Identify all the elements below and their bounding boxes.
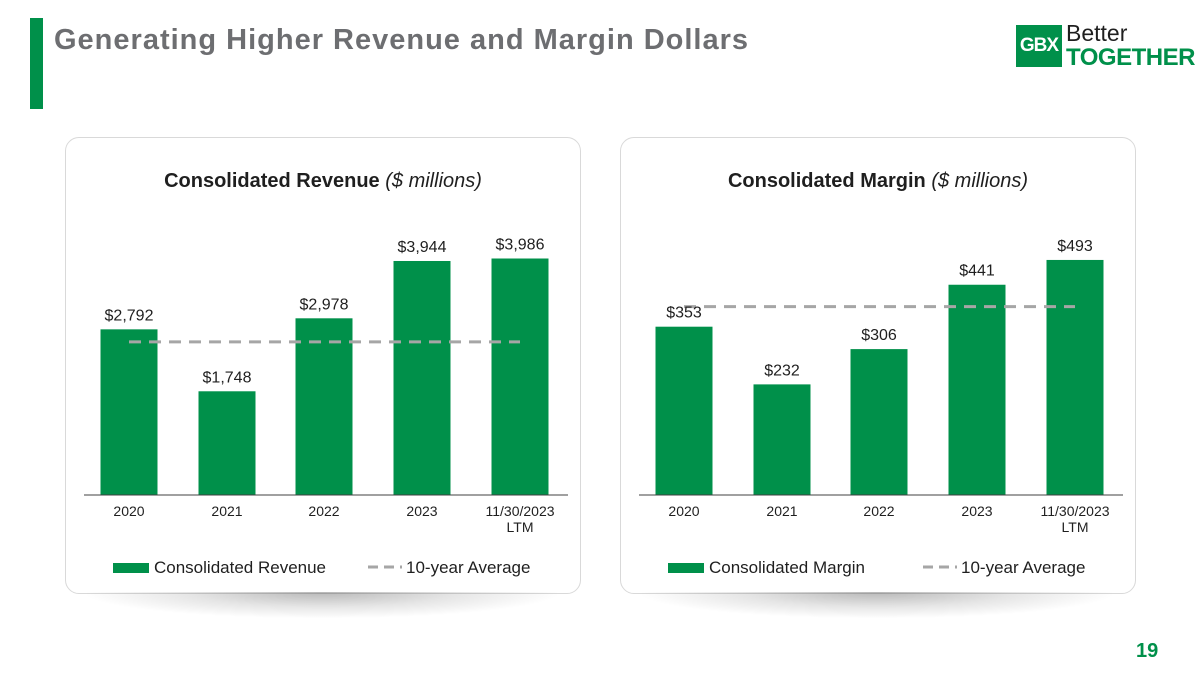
margin-x-tick-label: 2023 [961,503,992,519]
revenue-x-tick-label: 11/30/2023 LTM [485,503,554,535]
revenue-data-label: $3,944 [398,239,447,256]
revenue-chart: $2,792 $1,748 $2,978 $3,944 $3,986 2020 2021 20… [84,236,568,577]
revenue-legend-swatch [113,563,149,573]
margin-legend-average-label: 10-year Average [961,558,1085,577]
margin-data-label: $441 [959,263,995,280]
logo-text-together: TOGETHER [1066,44,1195,71]
revenue-chart-title-unit: ($ millions) [385,170,482,192]
page-title: Generating Higher Revenue and Margin Dol… [54,24,750,56]
margin-chart: $353 $232 $306 $441 $493 2020 2021 2022 2023 11/3… [639,238,1123,577]
margin-legend-series-label: Consolidated Margin [709,558,865,577]
margin-chart-title: Consolidated Margin ($ millions) [621,170,1135,193]
margin-bar [655,326,713,495]
revenue-data-label: $2,978 [300,296,349,313]
margin-bar [1046,259,1104,495]
revenue-bar [198,391,256,495]
revenue-bar [393,260,451,495]
margin-chart-panel: Consolidated Margin ($ millions) $353 $23… [620,137,1136,594]
page-number: 19 [1136,640,1159,662]
revenue-bar [491,258,549,495]
margin-data-label: $232 [764,362,800,379]
logo-text-better: Better [1066,20,1128,46]
revenue-legend-series-label: Consolidated Revenue [154,558,326,577]
margin-chart-title-unit: ($ millions) [931,170,1029,192]
revenue-bar [100,329,158,495]
margin-panel-shadow [642,592,1112,618]
margin-x-tick-label: 2021 [766,503,797,519]
revenue-chart-title: Consolidated Revenue ($ millions) [66,170,580,193]
margin-chart-title-main: Consolidated Margin [727,170,926,192]
revenue-x-tick-label: 2023 [406,503,437,519]
margin-x-tick-label: 11/30/2023 LTM [1040,503,1109,535]
margin-x-tick-label: 2022 [863,503,894,519]
margin-bar [948,284,1006,495]
revenue-data-label: $3,986 [496,236,545,253]
revenue-x-tick-label: 2020 [113,503,144,519]
margin-legend-swatch [668,563,704,573]
margin-bar [753,384,811,495]
margin-data-label: $493 [1057,238,1093,255]
revenue-bar [295,318,353,495]
margin-data-label: $306 [861,327,897,344]
revenue-panel-shadow [87,592,557,618]
margin-x-tick-label: 2020 [668,503,699,519]
revenue-x-tick-label: 2022 [308,503,339,519]
margin-data-label: $353 [666,305,702,322]
revenue-data-label: $1,748 [203,369,252,386]
revenue-x-tick-label: 2021 [211,503,242,519]
revenue-chart-title-main: Consolidated Revenue [164,170,380,192]
revenue-legend-average-label: 10-year Average [406,558,530,577]
margin-bar [850,349,908,495]
revenue-chart-panel: Consolidated Revenue ($ millions) $2,792… [65,137,581,594]
logo-mark: GBX [1016,25,1062,67]
revenue-data-label: $2,792 [105,307,154,324]
company-logo: GBX Better TOGETHER [1016,20,1195,74]
title-accent-bar [30,18,43,109]
